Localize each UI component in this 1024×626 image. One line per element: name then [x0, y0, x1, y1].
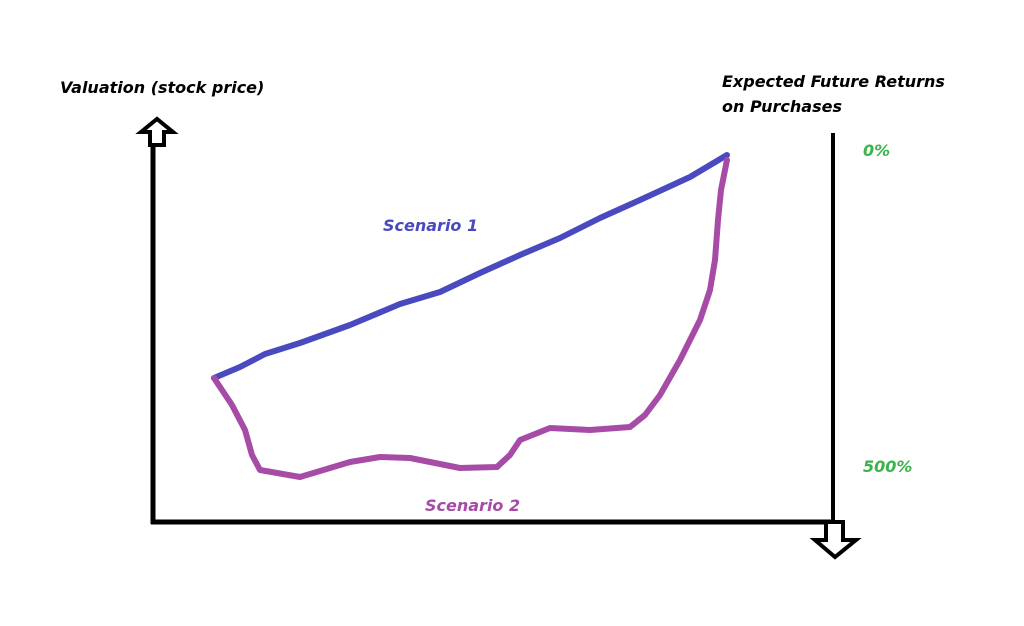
scenario-label: Scenario 2 [425, 496, 520, 515]
right-axis-label: Expected Future Returns [722, 72, 945, 91]
left-axis-label: Valuation (stock price) [60, 78, 264, 97]
scenario-2-curve [211, 157, 730, 480]
up-arrow [135, 116, 179, 147]
scenario-label: Scenario 1 [383, 216, 478, 235]
right-tick-label: 500% [863, 457, 912, 476]
right-axis-label: on Purchases [722, 97, 842, 116]
right-tick-label: 0% [863, 141, 890, 160]
scenario-1-curve [211, 152, 730, 381]
down-arrow [809, 520, 862, 560]
